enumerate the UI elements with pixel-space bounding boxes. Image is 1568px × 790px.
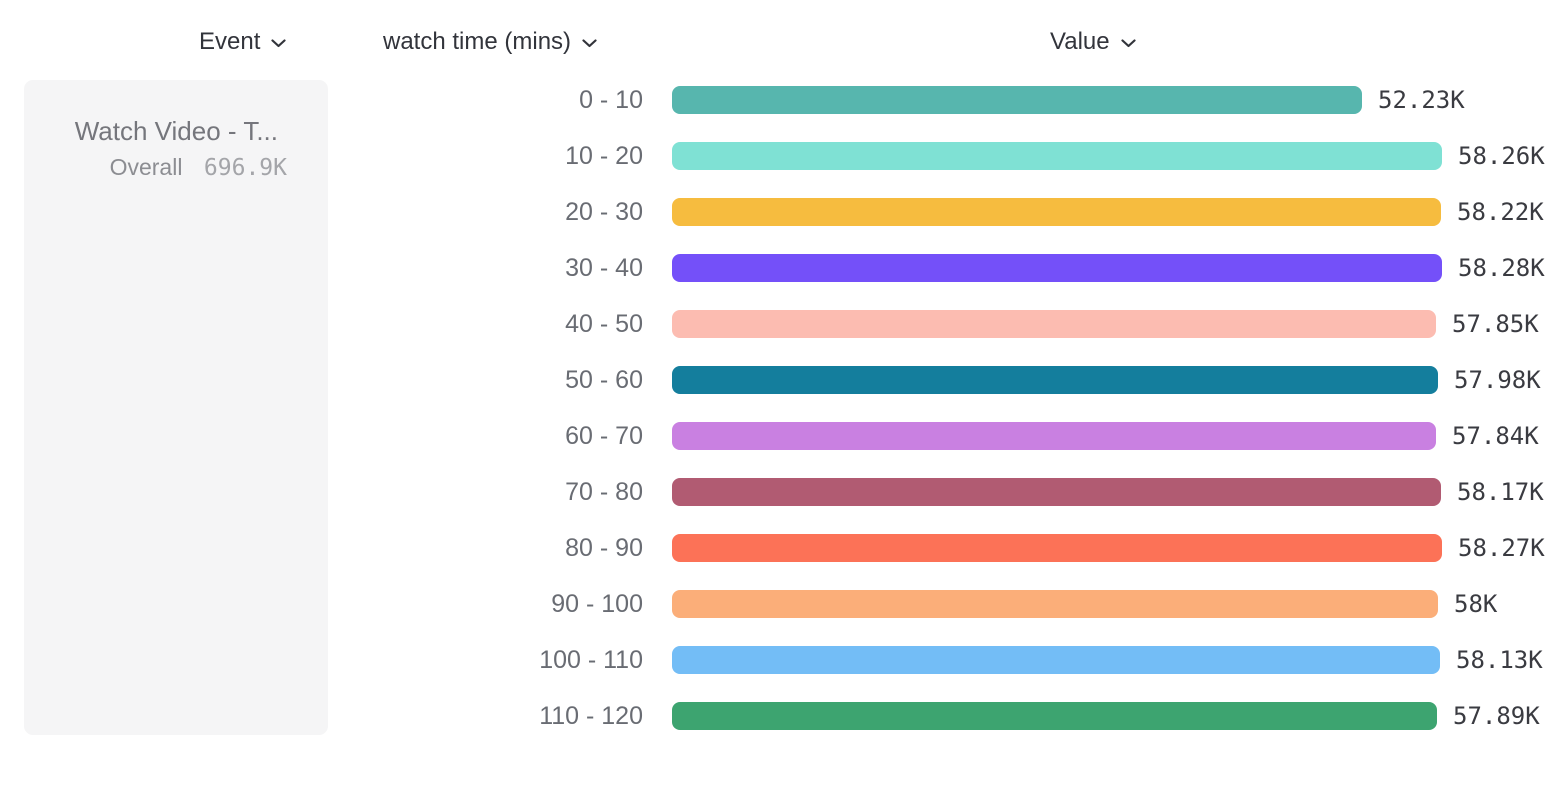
breakdown-column-dropdown[interactable]: watch time (mins) xyxy=(383,28,597,56)
event-overall-row: Overall 696.9K xyxy=(24,154,328,181)
bar-value-label: 57.98K xyxy=(1454,366,1541,394)
bar-row: 100 - 110 58.13K xyxy=(0,646,1568,674)
bar-row: 110 - 120 57.89K xyxy=(0,702,1568,730)
bar-row: 90 - 100 58K xyxy=(0,590,1568,618)
bucket-label: 0 - 10 xyxy=(579,86,643,114)
bar-segment[interactable] xyxy=(672,590,1438,618)
bar-segment[interactable] xyxy=(672,534,1442,562)
bar-row: 60 - 70 57.84K xyxy=(0,422,1568,450)
bar-segment[interactable] xyxy=(672,422,1436,450)
bucket-label: 60 - 70 xyxy=(565,422,643,450)
bar-value-label: 58.28K xyxy=(1458,254,1545,282)
bar-row: 10 - 20 58.26K xyxy=(0,142,1568,170)
chevron-down-icon xyxy=(582,36,597,48)
bar-value-label: 58.27K xyxy=(1458,534,1545,562)
event-name: Watch Video - T... xyxy=(74,116,278,146)
breakdown-column-label: watch time (mins) xyxy=(383,28,572,55)
bucket-label: 110 - 120 xyxy=(539,702,643,730)
bar-row: 40 - 50 57.85K xyxy=(0,310,1568,338)
event-column-label: Event xyxy=(199,28,261,55)
overall-value: 696.9K xyxy=(203,155,287,181)
bar-value-label: 57.89K xyxy=(1453,702,1540,730)
bar-value-label: 58.13K xyxy=(1456,646,1543,674)
bar-segment[interactable] xyxy=(672,478,1441,506)
bar-value-label: 58K xyxy=(1454,590,1498,618)
bar-segment[interactable] xyxy=(672,142,1442,170)
bucket-label: 100 - 110 xyxy=(539,646,643,674)
bar-value-label: 57.85K xyxy=(1452,310,1539,338)
bucket-label: 70 - 80 xyxy=(565,478,643,506)
bucket-label: 10 - 20 xyxy=(565,142,643,170)
bar-row: 30 - 40 58.28K xyxy=(0,254,1568,282)
bar-segment[interactable] xyxy=(672,702,1437,730)
value-column-label: Value xyxy=(1050,28,1110,55)
bar-row: 80 - 90 58.27K xyxy=(0,534,1568,562)
bucket-label: 80 - 90 xyxy=(565,534,643,562)
bucket-label: 90 - 100 xyxy=(551,590,643,618)
bar-value-label: 58.17K xyxy=(1457,478,1544,506)
event-legend-panel[interactable]: Watch Video - T... Overall 696.9K xyxy=(24,80,328,735)
bar-segment[interactable] xyxy=(672,310,1436,338)
bar-segment[interactable] xyxy=(672,646,1440,674)
chevron-down-icon xyxy=(271,36,286,48)
bucket-label: 50 - 60 xyxy=(565,366,643,394)
bucket-label: 40 - 50 xyxy=(565,310,643,338)
bar-segment[interactable] xyxy=(672,366,1438,394)
bar-value-label: 57.84K xyxy=(1452,422,1539,450)
bucket-label: 20 - 30 xyxy=(565,198,643,226)
bar-segment[interactable] xyxy=(672,254,1442,282)
bar-row: 70 - 80 58.17K xyxy=(0,478,1568,506)
bucket-label: 30 - 40 xyxy=(565,254,643,282)
bar-value-label: 58.22K xyxy=(1457,198,1544,226)
event-column-dropdown[interactable]: Event xyxy=(199,28,286,56)
overall-label: Overall xyxy=(109,154,183,180)
bar-value-label: 58.26K xyxy=(1458,142,1545,170)
value-column-dropdown[interactable]: Value xyxy=(1050,28,1136,56)
bar-segment[interactable] xyxy=(672,198,1441,226)
bar-value-label: 52.23K xyxy=(1378,86,1465,114)
bar-row: 20 - 30 58.22K xyxy=(0,198,1568,226)
bar-row: 50 - 60 57.98K xyxy=(0,366,1568,394)
bar-segment[interactable] xyxy=(672,86,1362,114)
bar-row: 0 - 10 52.23K xyxy=(0,86,1568,114)
chevron-down-icon xyxy=(1121,36,1136,48)
